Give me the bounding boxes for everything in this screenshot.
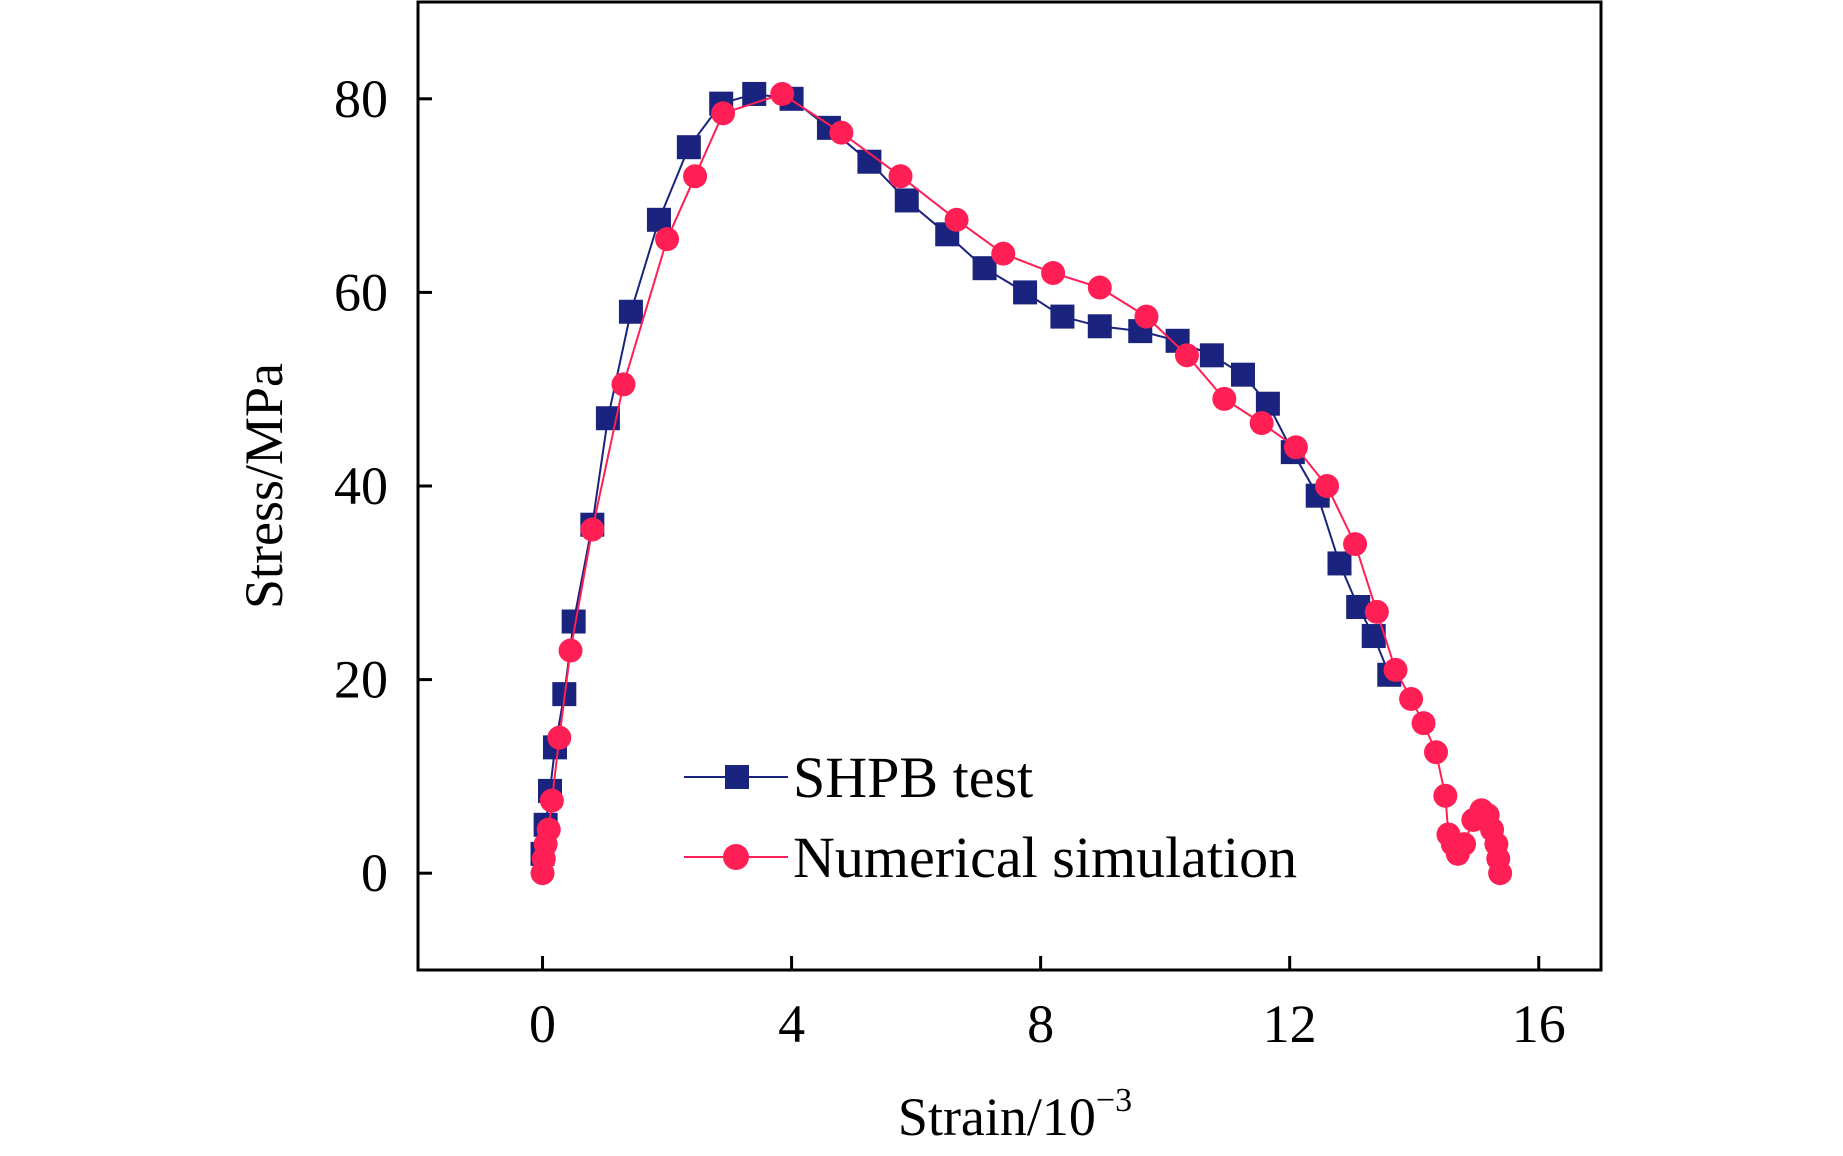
data-point (1212, 386, 1237, 411)
data-point (829, 120, 854, 145)
data-point (888, 164, 913, 189)
legend-marker-square (725, 765, 749, 789)
data-point (611, 372, 636, 397)
data-point (1087, 275, 1112, 300)
data-point (1013, 280, 1038, 305)
data-point (1134, 304, 1159, 329)
data-point (1488, 861, 1513, 886)
data-point (1364, 599, 1389, 624)
data-point (742, 81, 767, 106)
x-axis-label-exponent: −3 (1096, 1082, 1132, 1119)
data-point (991, 241, 1016, 266)
legend-label-numerical: Numerical simulation (793, 825, 1297, 890)
x-tick-label: 0 (529, 994, 556, 1054)
data-point (676, 135, 701, 160)
data-point (1041, 261, 1066, 286)
legend-entry-numerical: Numerical simulation (684, 825, 1297, 890)
data-point (1230, 362, 1255, 387)
x-tick-label: 8 (1027, 994, 1054, 1054)
data-point (1327, 551, 1352, 576)
data-point (894, 188, 919, 213)
data-point (1315, 474, 1340, 498)
y-tick-label: 0 (361, 843, 388, 903)
data-point (1399, 686, 1424, 711)
y-axis-label: Stress/MPa (234, 363, 294, 609)
data-point (618, 299, 643, 324)
data-point (1343, 532, 1368, 557)
data-point (1452, 832, 1477, 857)
legend-entry-shpb: SHPB test (684, 745, 1033, 810)
y-tick-label: 20 (334, 650, 388, 710)
data-point (770, 81, 795, 106)
data-point (683, 164, 708, 189)
data-point (536, 817, 561, 842)
legend: SHPB test Numerical simulation (684, 745, 1297, 890)
x-tick-label: 4 (778, 994, 805, 1054)
y-tick-label: 60 (334, 262, 388, 322)
legend-label-shpb: SHPB test (793, 745, 1033, 810)
data-point (1433, 783, 1458, 808)
x-tick-label: 16 (1512, 994, 1566, 1054)
series-numerical-simulation (530, 81, 1513, 886)
y-tick-label: 40 (334, 456, 388, 516)
data-point (1174, 343, 1199, 368)
data-point (711, 101, 736, 126)
data-point (944, 207, 969, 232)
data-point (1087, 314, 1112, 339)
data-point (1411, 711, 1436, 736)
data-point (539, 788, 564, 813)
data-point (558, 638, 583, 663)
series-layer (530, 81, 1513, 886)
y-tick-label: 80 (334, 69, 388, 129)
data-point (1424, 740, 1449, 765)
data-point (1199, 343, 1224, 368)
data-point (655, 227, 680, 252)
data-point (1249, 411, 1274, 436)
data-point (972, 256, 997, 281)
legend-marker-circle (723, 844, 749, 870)
y-axis: 0 20 40 60 80 (334, 69, 432, 903)
x-tick-label: 12 (1263, 994, 1317, 1054)
data-point (547, 725, 572, 750)
x-axis: 0 4 8 12 16 (529, 956, 1566, 1054)
x-axis-label: Strain/10−3 (898, 1082, 1132, 1147)
data-point (1283, 435, 1308, 460)
data-point (580, 517, 605, 542)
data-point (1383, 657, 1408, 682)
data-point (1050, 304, 1075, 329)
